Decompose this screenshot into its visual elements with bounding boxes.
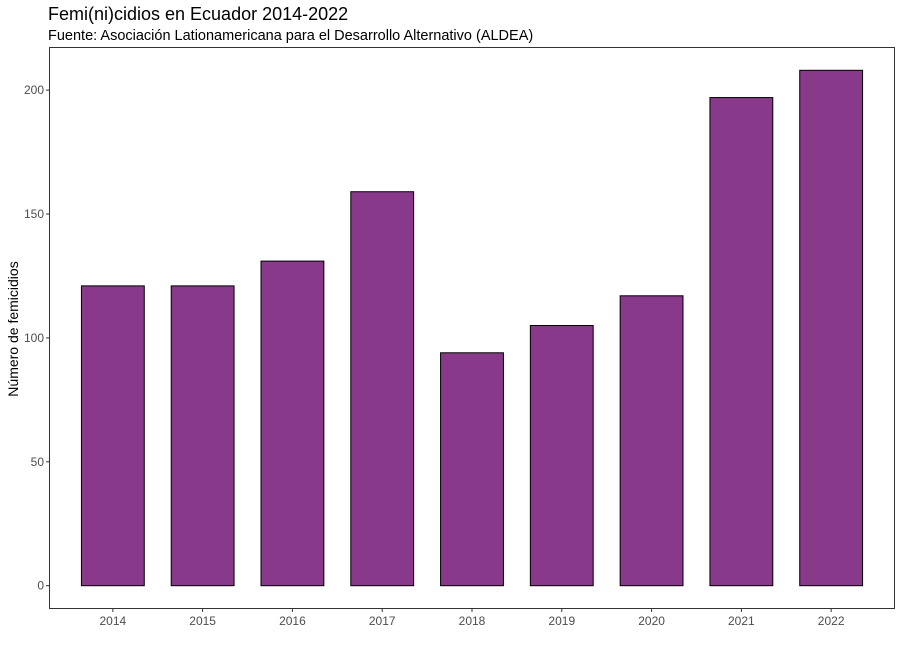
y-tick-label: 50 [31, 455, 45, 469]
y-axis-ticks: 0 50 100 150 200 [24, 83, 50, 593]
x-tick-label: 2015 [189, 614, 216, 628]
bar-2021 [709, 97, 774, 587]
bar-2018 [440, 352, 504, 587]
chart-title: Femi(ni)cidios en Ecuador 2014-2022 [48, 4, 349, 24]
x-tick-label: 2016 [279, 614, 306, 628]
bar-2015 [170, 285, 235, 587]
x-tick-label: 2014 [99, 614, 126, 628]
x-tick-label: 2019 [548, 614, 575, 628]
y-tick-label: 150 [24, 207, 44, 221]
plot-panel-border [49, 47, 895, 609]
bar-2020 [619, 295, 684, 587]
bar-2017 [350, 191, 415, 587]
x-tick-label: 2018 [459, 614, 486, 628]
chart-subtitle: Fuente: Asociación Lationamericana para … [48, 28, 534, 44]
x-tick-label: 2022 [818, 614, 845, 628]
bar-2014 [80, 285, 145, 587]
y-tick-label: 100 [24, 331, 44, 345]
x-tick-label: 2017 [369, 614, 396, 628]
bar-2022 [799, 69, 864, 587]
bars-layer [80, 69, 864, 587]
y-tick-label: 200 [24, 83, 44, 97]
y-tick-label: 0 [37, 579, 44, 593]
bar-2019 [529, 325, 594, 587]
x-tick-label: 2021 [728, 614, 755, 628]
x-tick-label: 2020 [638, 614, 665, 628]
bar-2016 [260, 260, 325, 587]
x-axis-ticks: 2014 2015 2016 2017 2018 2019 2020 2021 2022 [99, 608, 845, 628]
